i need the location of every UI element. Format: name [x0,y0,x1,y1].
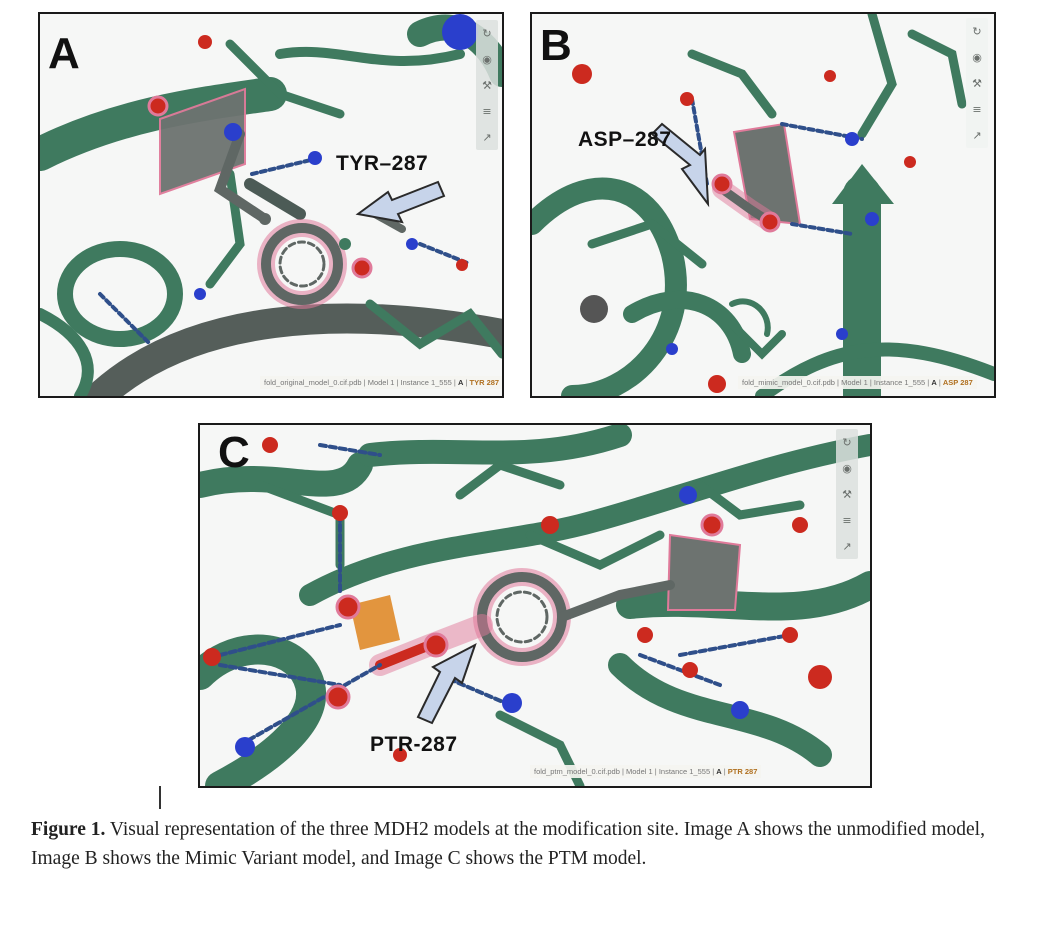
status-residue: ASP 287 [942,378,973,387]
arrow-a [355,180,446,224]
refresh-icon[interactable]: ↻ [482,26,492,40]
refresh-icon[interactable]: ↻ [972,24,982,38]
panel-a[interactable]: A TYR–287 ↻ ◉ ⚒ ≡ ↗ fold_original_model_… [38,12,504,398]
status-file: fold_mimic_model_0.cif.pdb [742,378,835,387]
viewer-toolbar: ↻ ◉ ⚒ ≡ ↗ [476,20,498,150]
camera-icon[interactable]: ◉ [972,50,982,64]
panel-b-structure [532,14,994,396]
status-model: Model 1 [841,378,868,387]
status-residue: PTR 287 [727,767,758,776]
residue-label: PTR-287 [370,733,458,756]
sliders-icon[interactable]: ≡ [842,513,852,527]
residue-label: ASP–287 [578,128,672,151]
cursor-icon[interactable]: ↗ [972,128,982,142]
camera-icon[interactable]: ◉ [482,52,492,66]
residue-label: TYR–287 [336,152,429,175]
sliders-icon[interactable]: ≡ [482,104,492,118]
arrow-c [416,642,477,725]
panel-b[interactable]: B ASP–287 ↻ ◉ ⚒ ≡ ↗ fold_mimic_model_0.c… [530,12,996,398]
panel-a-structure [40,14,502,396]
viewer-toolbar: ↻ ◉ ⚒ ≡ ↗ [966,18,988,148]
panel-letter: C [218,428,250,477]
status-chain: A [716,767,722,776]
status-bar: fold_ptm_model_0.cif.pdb | Model 1 | Ins… [530,765,762,778]
caption-text: Visual representation of the three MDH2 … [31,819,985,869]
viewer-toolbar: ↻ ◉ ⚒ ≡ ↗ [836,429,858,559]
status-bar: fold_mimic_model_0.cif.pdb | Model 1 | I… [738,376,977,389]
cursor-icon[interactable]: ↗ [482,130,492,144]
refresh-icon[interactable]: ↻ [842,435,852,449]
status-instance: Instance 1_555 [658,767,711,776]
figure-caption: Figure 1. Visual representation of the t… [31,815,991,873]
wrench-icon[interactable]: ⚒ [972,76,982,90]
panel-c[interactable]: C PTR-287 ↻ ◉ ⚒ ≡ ↗ fold_ptm_model_0.cif… [198,423,872,788]
wrench-icon[interactable]: ⚒ [842,487,852,501]
cursor-icon[interactable]: ↗ [842,539,852,553]
panel-c-structure [200,425,870,786]
wrench-icon[interactable]: ⚒ [482,78,492,92]
camera-icon[interactable]: ◉ [842,461,852,475]
status-file: fold_original_model_0.cif.pdb [264,378,362,387]
text-cursor [159,786,161,809]
status-model: Model 1 [626,767,653,776]
status-model: Model 1 [367,378,395,387]
panel-letter: A [48,29,80,78]
status-file: fold_ptm_model_0.cif.pdb [534,767,620,776]
status-instance: Instance 1_555 [400,378,452,387]
status-chain: A [931,378,937,387]
arrow-b [650,122,710,208]
status-residue: TYR 287 [469,378,500,387]
status-instance: Instance 1_555 [873,378,926,387]
status-chain: A [457,378,464,387]
status-bar: fold_original_model_0.cif.pdb | Model 1 … [260,376,502,389]
sliders-icon[interactable]: ≡ [972,102,982,116]
panel-letter: B [540,21,572,70]
figure-label: Figure 1. [31,819,106,840]
